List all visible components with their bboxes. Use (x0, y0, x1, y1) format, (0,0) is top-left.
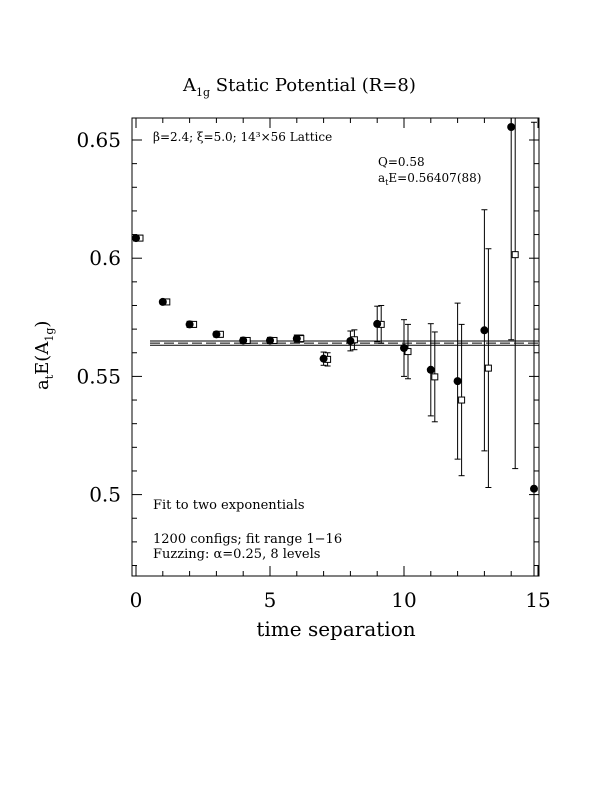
x-tick-label: 0 (130, 588, 143, 612)
y-tick-label: 0.5 (89, 483, 121, 507)
data-points (132, 122, 538, 493)
circle-point (266, 336, 274, 345)
energy-annotation-a: a (378, 171, 385, 185)
circle-point (292, 334, 301, 343)
fit-band (150, 340, 539, 346)
q-annotation: Q=0.58 (378, 155, 425, 169)
circle-point (158, 297, 167, 306)
circle-point (346, 336, 355, 345)
y-axis-label: atE(A1g) (32, 321, 56, 390)
x-tick-label: 5 (264, 588, 277, 612)
plot-frame (131, 117, 540, 577)
y-axis-label-e: E(A (32, 341, 53, 375)
square-point (484, 364, 492, 372)
chart-title-rest: Static Potential (R=8) (210, 75, 416, 96)
circle-point (239, 336, 248, 345)
chart-title-subscript: 1g (196, 86, 210, 99)
x-axis-label: time separation (256, 617, 415, 641)
square-point (458, 396, 466, 404)
circle-point (132, 234, 140, 243)
chart-title-main: A (182, 75, 197, 96)
y-axis-label-t: t (43, 374, 56, 379)
circle-point (480, 326, 489, 335)
energy-annotation-rest: E=0.56407(88) (388, 171, 481, 185)
circle-point (453, 377, 462, 386)
circle-point (319, 354, 328, 363)
y-axis-label-close: ) (32, 321, 53, 328)
square-point (431, 373, 439, 381)
x-tick-label: 15 (525, 588, 550, 612)
fuzzing-annotation: Fuzzing: α=0.25, 8 levels (153, 547, 320, 562)
y-tick-label: 0.65 (76, 128, 121, 152)
tick-marks (132, 118, 539, 576)
configs-annotation: 1200 configs; fit range 1−16 (153, 532, 342, 547)
lattice-annotation: β=2.4; ξ=5.0; 14³×56 Lattice (153, 130, 332, 144)
tick-labels: 0 5 10 15 0.5 0.55 0.6 0.65 (76, 128, 550, 612)
x-tick-label: 10 (391, 588, 416, 612)
square-point (511, 251, 519, 259)
energy-annotation-sub: t (385, 178, 389, 187)
circle-point (212, 330, 221, 339)
circle-point (185, 320, 194, 329)
circle-point (530, 484, 538, 493)
y-tick-label: 0.6 (89, 246, 121, 270)
y-tick-label: 0.55 (76, 364, 121, 388)
y-axis-label-sub: 1g (43, 328, 56, 342)
y-axis-label-a: a (32, 379, 53, 390)
energy-annotation: atE=0.56407(88) (378, 171, 481, 187)
circle-point (373, 319, 382, 328)
circle-point (426, 365, 435, 374)
fit-annotation: Fit to two exponentials (153, 498, 305, 513)
chart-title: A1g Static Potential (R=8) (182, 75, 416, 99)
circle-point (400, 344, 408, 353)
circle-point (507, 122, 516, 131)
